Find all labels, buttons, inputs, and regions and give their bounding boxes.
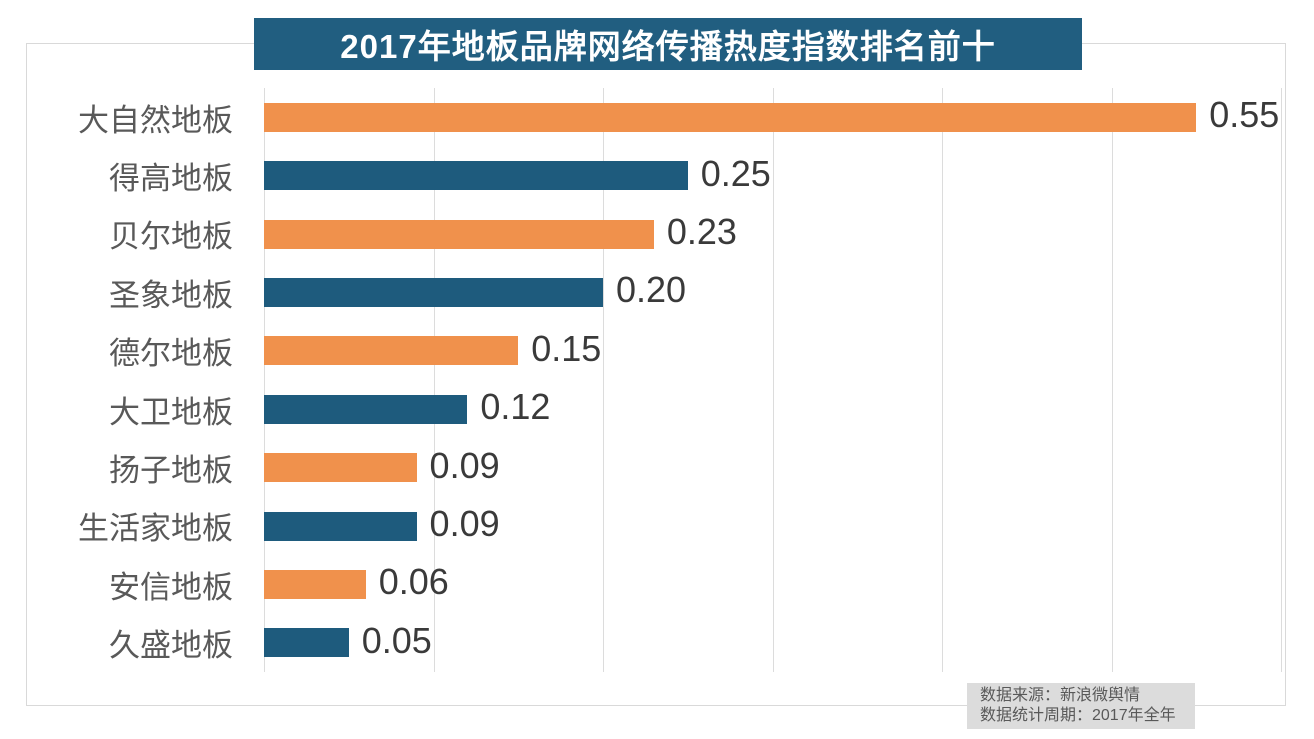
- bar: [264, 336, 519, 366]
- chart-title-banner: 2017年地板品牌网络传播热度指数排名前十: [254, 18, 1082, 70]
- bar: [264, 511, 417, 541]
- bar: [264, 569, 366, 599]
- gridline: [1281, 88, 1282, 672]
- data-period-line: 数据统计周期：2017年全年: [980, 707, 1176, 724]
- bar-value-label: 0.55: [1209, 94, 1280, 136]
- gridline: [433, 88, 435, 672]
- bar: [264, 453, 417, 483]
- category-label: 得高地板: [109, 161, 233, 197]
- category-label: 大自然地板: [78, 102, 233, 138]
- category-label: 久盛地板: [109, 628, 233, 664]
- data-source-line: 数据来源：新浪微舆情: [980, 687, 1141, 704]
- bar: [264, 628, 349, 658]
- category-label: 安信地板: [109, 569, 233, 605]
- chart-title: 2017年地板品牌网络传播热度指数排名前十: [340, 28, 996, 65]
- bar: [264, 277, 603, 307]
- category-label: 贝尔地板: [109, 219, 233, 255]
- bar: [264, 394, 468, 424]
- category-label: 德尔地板: [109, 336, 233, 372]
- bar: [264, 161, 688, 191]
- category-label: 大卫地板: [109, 394, 233, 430]
- category-label: 圣象地板: [109, 277, 233, 313]
- gridline: [264, 88, 265, 672]
- bar: [264, 219, 654, 249]
- bar: [264, 102, 1197, 132]
- bar-value-label: 0.23: [666, 210, 737, 252]
- gridline: [942, 88, 943, 672]
- chart-frame: [26, 43, 1286, 706]
- gridline: [772, 88, 774, 672]
- bar-value-label: 0.05: [361, 619, 432, 661]
- gridline: [1111, 88, 1113, 672]
- category-label: 生活家地板: [78, 511, 233, 547]
- bar-value-label: 0.09: [429, 502, 500, 544]
- bar-value-label: 0.12: [480, 386, 551, 428]
- category-label: 扬子地板: [109, 453, 233, 489]
- bar-value-label: 0.09: [429, 444, 500, 486]
- gridline: [603, 88, 604, 672]
- bar-value-label: 0.15: [531, 327, 602, 369]
- data-source-box: 数据来源：新浪微舆情 数据统计周期：2017年全年: [967, 683, 1195, 729]
- bar-value-label: 0.06: [378, 561, 449, 603]
- bar-value-label: 0.25: [700, 152, 771, 194]
- bar-value-label: 0.20: [616, 269, 687, 311]
